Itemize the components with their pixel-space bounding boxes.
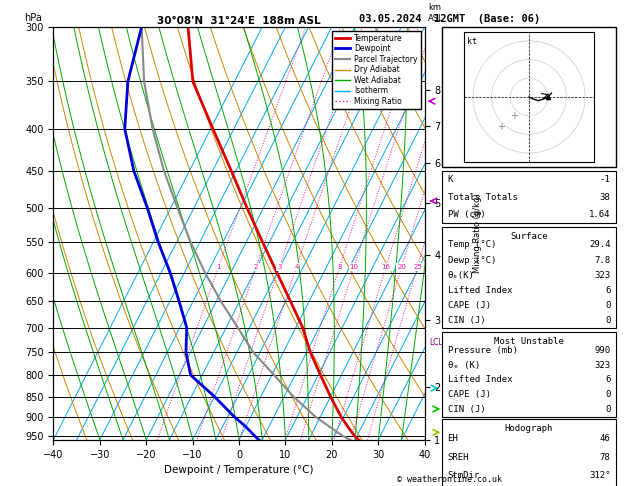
Text: 20: 20 (397, 264, 406, 270)
Title: 30°08'N  31°24'E  188m ASL: 30°08'N 31°24'E 188m ASL (157, 16, 321, 26)
Bar (442, 172, 616, 223)
Text: 8: 8 (337, 264, 342, 270)
Text: CIN (J): CIN (J) (448, 316, 485, 325)
Text: 1.64: 1.64 (589, 210, 611, 219)
Text: 4: 4 (294, 264, 299, 270)
Text: kt: kt (467, 37, 477, 46)
Text: CAPE (J): CAPE (J) (448, 390, 491, 399)
Text: © weatheronline.co.uk: © weatheronline.co.uk (398, 474, 502, 484)
Text: 78: 78 (600, 453, 611, 462)
X-axis label: Dewpoint / Temperature (°C): Dewpoint / Temperature (°C) (164, 465, 314, 475)
Text: Lifted Index: Lifted Index (448, 375, 512, 384)
Text: Mixing Ratio (g/kg): Mixing Ratio (g/kg) (473, 193, 482, 273)
Text: 03.05.2024  12GMT  (Base: 06): 03.05.2024 12GMT (Base: 06) (359, 14, 540, 24)
Text: +: + (510, 111, 518, 121)
Text: -1: -1 (600, 175, 611, 184)
Text: 2: 2 (254, 264, 259, 270)
Text: 6: 6 (605, 375, 611, 384)
Text: 10: 10 (350, 264, 359, 270)
Text: 990: 990 (594, 346, 611, 355)
Text: CAPE (J): CAPE (J) (448, 301, 491, 310)
Text: 16: 16 (381, 264, 391, 270)
Text: 0: 0 (605, 390, 611, 399)
Bar (442, 27, 616, 167)
Text: Temp (°C): Temp (°C) (448, 241, 496, 249)
Text: 46: 46 (600, 434, 611, 443)
Text: θₑ(K): θₑ(K) (448, 271, 474, 280)
Text: 0: 0 (605, 316, 611, 325)
Text: EH: EH (448, 434, 459, 443)
Text: 25: 25 (413, 264, 422, 270)
Text: 323: 323 (594, 361, 611, 369)
Text: 312°: 312° (589, 471, 611, 481)
Text: 38: 38 (600, 192, 611, 202)
Text: StmDir: StmDir (448, 471, 480, 481)
Text: 0: 0 (605, 301, 611, 310)
Text: 6: 6 (605, 286, 611, 295)
Text: LCL: LCL (430, 338, 443, 347)
Text: 323: 323 (594, 271, 611, 280)
Legend: Temperature, Dewpoint, Parcel Trajectory, Dry Adiabat, Wet Adiabat, Isotherm, Mi: Temperature, Dewpoint, Parcel Trajectory… (332, 31, 421, 109)
Text: Most Unstable: Most Unstable (494, 337, 564, 347)
Text: 0: 0 (605, 405, 611, 414)
Text: +: + (497, 122, 505, 132)
Text: 29.4: 29.4 (589, 241, 611, 249)
Text: CIN (J): CIN (J) (448, 405, 485, 414)
Text: Hodograph: Hodograph (505, 424, 554, 433)
Text: 1: 1 (216, 264, 221, 270)
Text: hPa: hPa (24, 13, 42, 22)
Bar (442, 332, 616, 417)
Text: 7.8: 7.8 (594, 256, 611, 265)
Text: km
ASL: km ASL (428, 3, 444, 22)
Text: Lifted Index: Lifted Index (448, 286, 512, 295)
Text: θₑ (K): θₑ (K) (448, 361, 480, 369)
Text: PW (cm): PW (cm) (448, 210, 485, 219)
Text: Surface: Surface (510, 232, 548, 241)
Text: 3: 3 (277, 264, 282, 270)
Bar (442, 419, 616, 486)
Text: Dewp (°C): Dewp (°C) (448, 256, 496, 265)
Text: Totals Totals: Totals Totals (448, 192, 518, 202)
Text: K: K (448, 175, 453, 184)
Bar (442, 227, 616, 329)
Text: SREH: SREH (448, 453, 469, 462)
Text: Pressure (mb): Pressure (mb) (448, 346, 518, 355)
